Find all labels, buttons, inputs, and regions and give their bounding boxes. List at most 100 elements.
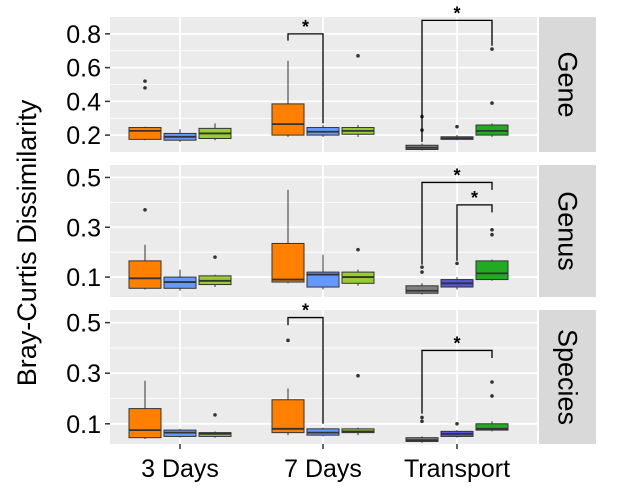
box-iqr	[405, 285, 439, 294]
box-species-transport-1	[405, 415, 439, 443]
facet-strip-label: Species	[553, 329, 583, 425]
box-gene-7-days-1	[271, 60, 305, 137]
y-tick-label: 0.2	[66, 122, 101, 150]
y-tick-label: 0.3	[66, 214, 101, 242]
y-tick-label: 0.4	[66, 88, 101, 116]
outlier-point	[490, 101, 494, 105]
panels-layer: 0.2 0.4 0.6 0.8 * * Gene 0.1 0.3 0.5 * * Genus 0.1 0.3…	[66, 3, 596, 444]
outlier-point	[420, 265, 424, 269]
panel-gene: 0.2 0.4 0.6 0.8 * * Gene	[66, 3, 596, 152]
box-gene-7-days-2	[306, 125, 340, 137]
outlier-point	[420, 419, 424, 424]
box-genus-3-days-2	[163, 269, 197, 291]
box-genus-transport-2	[440, 261, 474, 290]
outlier-point	[213, 255, 217, 259]
outlier-point	[356, 373, 360, 378]
outlier-point	[490, 394, 494, 398]
box-species-transport-2	[440, 421, 474, 438]
bracket-line	[287, 316, 324, 424]
box-species-transport-3	[475, 380, 509, 432]
y-tick-label: 0.6	[66, 55, 101, 83]
outlier-point	[490, 47, 494, 51]
facet-strip-label: Gene	[553, 51, 583, 117]
box-gene-transport-2	[440, 124, 474, 141]
box-gene-7-days-3	[341, 54, 375, 137]
significance-bracket: *	[421, 333, 493, 414]
box-genus-transport-3	[475, 227, 509, 281]
x-tick-label-7-days: 7 Days	[284, 455, 362, 483]
significance-label: *	[302, 17, 309, 37]
bracket-line	[287, 33, 324, 124]
x-tick-label-transport: Transport	[404, 455, 510, 483]
facet-strip	[539, 165, 596, 297]
box-genus-7-days-3	[341, 247, 375, 286]
x-axis: 3 Days 7 Days Transport	[141, 444, 510, 483]
box-iqr	[271, 103, 305, 136]
box-genus-3-days-1	[128, 208, 162, 290]
facet-strip	[539, 310, 596, 444]
box-species-7-days-3	[341, 373, 375, 436]
panel-species: 0.1 0.3 0.5 * * Species	[66, 301, 596, 444]
significance-label: *	[471, 188, 478, 208]
outlier-point	[490, 227, 494, 232]
box-genus-transport-1	[405, 265, 439, 295]
box-iqr	[271, 242, 305, 283]
box-iqr	[475, 260, 509, 281]
significance-bracket: *	[456, 188, 493, 261]
significance-bracket: *	[421, 3, 493, 142]
box-gene-transport-3	[475, 47, 509, 137]
box-species-3-days-1	[128, 380, 162, 439]
box-genus-7-days-1	[271, 189, 305, 284]
box-species-7-days-1	[271, 338, 305, 436]
y-tick-label: 0.1	[66, 264, 101, 292]
significance-bracket: *	[287, 301, 324, 424]
box-iqr	[128, 408, 162, 439]
outlier-point	[420, 270, 424, 274]
outlier-point	[143, 79, 147, 83]
facet-strip	[539, 17, 596, 152]
box-gene-3-days-3	[198, 123, 232, 141]
y-tick-label: 0.5	[66, 310, 101, 338]
box-iqr	[128, 127, 162, 140]
y-tick-label: 0.5	[66, 164, 101, 192]
outlier-point	[455, 261, 459, 266]
outlier-point	[213, 413, 217, 417]
significance-bracket: *	[421, 165, 493, 265]
significance-bracket: *	[287, 17, 324, 124]
bracket-line	[421, 181, 493, 265]
box-species-3-days-2	[163, 428, 197, 438]
outlier-point	[490, 380, 494, 384]
outlier-point	[455, 421, 459, 426]
outlier-point	[286, 338, 290, 343]
significance-label: *	[453, 3, 460, 23]
outlier-point	[490, 232, 494, 237]
y-tick-label: 0.3	[66, 360, 101, 388]
y-tick-label: 0.1	[66, 411, 101, 439]
outlier-point	[143, 86, 147, 90]
significance-label: *	[302, 301, 309, 321]
box-gene-3-days-1	[128, 79, 162, 141]
box-genus-7-days-2	[306, 254, 340, 290]
outlier-point	[455, 124, 459, 129]
outlier-point	[356, 247, 360, 252]
significance-label: *	[453, 165, 460, 185]
box-iqr	[128, 260, 162, 289]
bracket-line	[456, 204, 493, 261]
bracket-line	[421, 19, 493, 142]
outlier-point	[356, 54, 360, 58]
y-tick-label: 0.8	[66, 21, 101, 49]
significance-label: *	[453, 333, 460, 353]
box-iqr	[271, 399, 305, 434]
box-species-7-days-2	[306, 427, 340, 437]
x-tick-label-3-days: 3 Days	[141, 455, 219, 483]
box-iqr	[475, 423, 509, 431]
facet-strip-label: Genus	[553, 191, 583, 271]
outlier-point	[143, 208, 147, 212]
box-genus-3-days-3	[198, 255, 232, 288]
bracket-line	[421, 349, 493, 414]
box-iqr	[306, 271, 340, 288]
panel-genus: 0.1 0.3 0.5 * * Genus	[66, 164, 596, 297]
y-axis-label: Bray-Curtis Dissimilarity	[12, 99, 42, 386]
box-species-3-days-3	[198, 413, 232, 438]
